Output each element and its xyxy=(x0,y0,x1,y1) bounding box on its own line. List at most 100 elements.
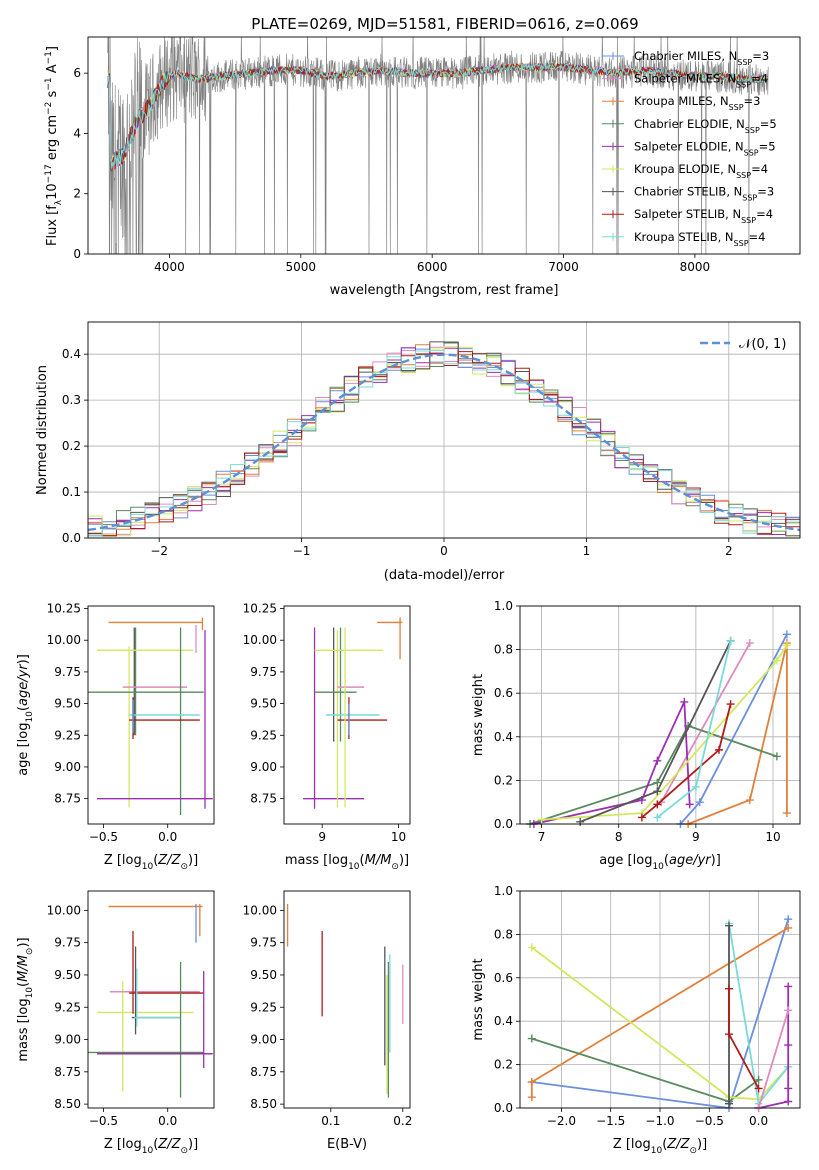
axes-frame xyxy=(519,605,801,825)
legend-entry: Salpeter ELODIE, NSSP=5 xyxy=(634,139,776,157)
legend-entry: Chabrier ELODIE, NSSP=5 xyxy=(634,117,777,135)
figure-title: PLATE=0269, MJD=51581, FIBERID=0616, z=0… xyxy=(251,15,638,33)
label-part: λ xyxy=(54,199,64,205)
label-part: E(B-V) xyxy=(327,1137,367,1152)
legend-subscript: SSP xyxy=(737,58,752,67)
weight-point-marker xyxy=(726,636,735,645)
gaussian-reference-curve xyxy=(88,353,800,532)
legend-entry: Chabrier MILES, NSSP=3 xyxy=(634,49,769,67)
weight-point-marker xyxy=(691,782,700,791)
legend-nssp: =3 xyxy=(757,185,774,199)
x-axis-label: (data-model)/error xyxy=(384,568,505,583)
label-part: age [log xyxy=(599,853,652,868)
residual-histogram xyxy=(88,346,800,537)
weight-point-marker xyxy=(772,656,781,665)
y-tick-label: 1.0 xyxy=(494,599,513,613)
x-tick-label: 0.2 xyxy=(393,1114,412,1128)
age-vs-mass-plot: 9 10 8.75 9.00 9.25 9.50 9.75 10.00 10.25 mass [l… xyxy=(243,602,411,872)
label-part: )] xyxy=(16,937,31,947)
label-part: s xyxy=(45,90,60,101)
weight-point-marker xyxy=(784,923,793,932)
legend-model-name: Chabrier STELIB, N xyxy=(634,185,742,199)
y-tick-label: 0.4 xyxy=(494,1014,513,1028)
legend-subscript: SSP xyxy=(734,238,749,247)
y-axis-label: mass weight xyxy=(471,958,486,1040)
y-tick-label: 0.3 xyxy=(62,393,81,407)
label-part: −17 xyxy=(44,164,54,183)
x-tick-label: 8 xyxy=(615,830,623,844)
label-part: 10 xyxy=(25,987,35,999)
legend-nssp: =4 xyxy=(756,207,773,221)
x-tick-label: 0.0 xyxy=(158,1114,177,1128)
weight-point-marker xyxy=(527,1034,536,1043)
label-part: −2 xyxy=(44,102,54,115)
label-part: )] xyxy=(188,1137,198,1152)
legend-entry: 𝒩(0, 1) xyxy=(739,337,786,352)
label-part: ⊙ xyxy=(689,1146,697,1156)
weight-series-line xyxy=(758,986,790,1108)
x-axis-label: wavelength [Angstrom, rest frame] xyxy=(330,283,559,298)
y-tick-label: 0.8 xyxy=(494,643,513,657)
label-part: 10 xyxy=(45,183,60,200)
y-tick-label: 10.25 xyxy=(243,602,277,616)
residuals-histogram: −2 −1 0 1 2 0.0 0.1 0.2 0.3 0.4 (data-model)/error… xyxy=(35,321,801,583)
axes-frame xyxy=(519,890,801,1109)
legend-subscript: SSP xyxy=(742,193,757,202)
weight-series-line xyxy=(579,640,732,823)
y-tick-label: 0.0 xyxy=(62,531,81,545)
weight-series-line xyxy=(533,701,691,824)
label-part: 10 xyxy=(142,1146,154,1156)
weight-series-line xyxy=(641,703,732,819)
weight-point-marker xyxy=(784,1006,793,1015)
label-part: ( xyxy=(153,853,158,868)
label-part: )] xyxy=(399,853,409,868)
label-part: ⊙ xyxy=(180,862,188,872)
weight-point-marker xyxy=(653,787,662,796)
label-part: age [log xyxy=(16,723,31,776)
y-tick-label: 8.75 xyxy=(250,792,277,806)
legend-model-name: Kroupa ELODIE, N xyxy=(634,162,736,176)
label-part: Z [log xyxy=(104,1137,142,1152)
y-tick-label: 8.75 xyxy=(54,1065,81,1079)
label-part: ( xyxy=(153,1137,158,1152)
weight-point-marker xyxy=(726,700,735,709)
legend-model-name: Chabrier ELODIE, N xyxy=(634,117,745,131)
y-tick-label: 0.0 xyxy=(494,1101,513,1115)
weight-point-marker xyxy=(725,984,734,993)
legend-model-name: Salpeter STELIB, N xyxy=(634,207,741,221)
y-axis-label: Flux [fλ10−17 erg cm−2 s−1 A−1] xyxy=(44,46,64,246)
y-tick-label: 6 xyxy=(73,66,81,80)
weight-point-marker xyxy=(772,752,781,761)
weight-point-marker xyxy=(784,915,793,924)
legend-nssp: =3 xyxy=(744,94,761,108)
legend-subscript: SSP xyxy=(736,171,751,180)
label-part: M/M xyxy=(365,853,392,868)
label-part: Z/Z xyxy=(157,1137,181,1152)
x-tick-label: −1.0 xyxy=(645,1114,674,1128)
label-part: )] xyxy=(16,654,31,664)
weight-point-marker xyxy=(725,1099,734,1108)
weight-point-marker xyxy=(576,817,585,826)
weight-series-line xyxy=(687,642,788,824)
label-part: mass [log xyxy=(285,853,348,868)
axes-frame xyxy=(283,890,411,1109)
x-axis-label: age [log10(age/yr)] xyxy=(599,853,721,872)
label-part: M/M xyxy=(16,955,31,982)
legend-subscript: SSP xyxy=(729,103,744,112)
y-tick-label: 2 xyxy=(73,187,81,201)
y-tick-label: 10.25 xyxy=(47,602,81,616)
x-tick-label: 0.1 xyxy=(321,1114,340,1128)
legend-nssp: =3 xyxy=(752,49,769,63)
mass-vs-extinction-plot: 0.1 0.2 8.50 8.75 9.00 9.25 9.50 9.75 10.00 E(B-V… xyxy=(243,890,412,1152)
x-tick-label: 8000 xyxy=(680,260,711,274)
x-axis-label: Z [log10(Z/Z⊙)] xyxy=(104,1137,198,1156)
y-axis-label: mass weight xyxy=(471,674,486,756)
legend-subscript: SSP xyxy=(745,125,760,134)
x-tick-label: −0.5 xyxy=(695,1114,724,1128)
label-part: 10 xyxy=(142,862,154,872)
y-tick-label: 1.0 xyxy=(494,884,513,898)
x-tick-label: 0.0 xyxy=(749,1114,768,1128)
weight-point-marker xyxy=(754,1084,763,1093)
label-part: )] xyxy=(697,1137,707,1152)
